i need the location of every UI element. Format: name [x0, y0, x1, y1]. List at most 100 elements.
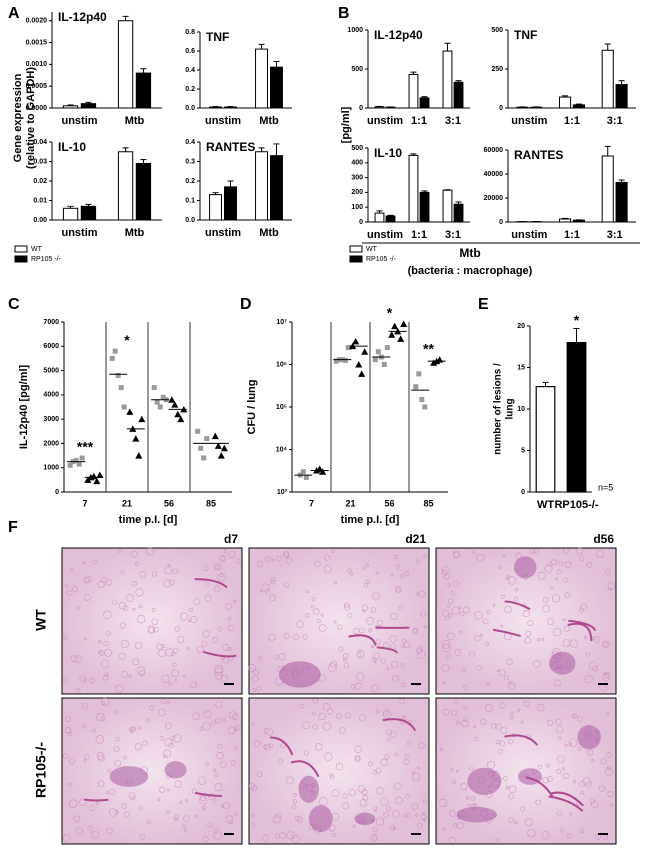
alveolus	[95, 801, 100, 806]
alveolus	[174, 817, 178, 822]
alveolus	[293, 634, 300, 640]
alveolus	[536, 703, 545, 712]
alveolus	[535, 799, 542, 806]
bar	[535, 385, 556, 493]
alveolus	[390, 612, 398, 621]
histology-image	[248, 547, 430, 695]
airway	[567, 622, 593, 642]
x-axis-label: time p.I. [d]	[119, 514, 178, 526]
y-tick-label: 5	[521, 447, 525, 454]
alveolus	[106, 827, 113, 834]
bar	[559, 96, 572, 109]
alveolus	[269, 594, 276, 601]
alveolus	[474, 736, 479, 742]
alveolus	[372, 770, 378, 775]
alveolus	[220, 556, 226, 562]
alveolus	[202, 630, 210, 638]
alveolus	[523, 700, 530, 707]
alveolus	[124, 811, 130, 818]
bar	[453, 203, 464, 223]
alveolus	[268, 743, 274, 749]
alveolus	[372, 592, 380, 601]
error-bar	[122, 15, 129, 21]
alveolus	[230, 759, 236, 766]
alveolus	[219, 555, 226, 562]
alveolus	[331, 789, 340, 798]
x-tick-label: 56	[164, 498, 174, 508]
point	[342, 357, 348, 363]
alveolus	[403, 814, 407, 818]
alveolus	[456, 720, 460, 725]
alveolus	[473, 803, 476, 807]
alveolus	[606, 712, 610, 715]
alveolus	[347, 612, 353, 618]
alveolus	[592, 636, 597, 641]
tissue-background	[248, 547, 430, 695]
y-tick-label: 0	[499, 219, 503, 226]
alveolus	[584, 675, 593, 684]
x-tick-label: unstim	[511, 229, 547, 241]
point	[375, 349, 381, 355]
alveolus	[449, 836, 456, 844]
alveolus	[415, 813, 419, 817]
error-bar	[562, 217, 569, 219]
alveolus	[420, 813, 428, 821]
point	[177, 415, 185, 423]
x-tick-label: 3:1	[445, 115, 461, 127]
alveolus	[130, 550, 138, 558]
alveolus	[201, 640, 208, 647]
bar	[223, 186, 237, 221]
alveolus	[386, 729, 393, 736]
alveolus	[382, 709, 389, 716]
alveolus	[452, 780, 457, 785]
alveolus	[517, 708, 521, 712]
alveolus	[332, 813, 340, 821]
alveolus	[134, 561, 139, 566]
alveolus	[390, 731, 397, 738]
x-tick-label: Mtb	[259, 227, 279, 239]
alveolus	[541, 831, 550, 840]
y-axis-label: CFU / lung	[246, 380, 258, 435]
error-bar	[212, 192, 219, 195]
alveolus	[607, 790, 614, 798]
alveolus	[469, 766, 474, 771]
alveolus	[452, 823, 458, 828]
alveolus	[225, 815, 234, 824]
alveolus	[82, 724, 87, 729]
point	[67, 462, 73, 468]
alveolus	[500, 727, 508, 735]
alveolus	[550, 586, 554, 590]
error-bar	[618, 179, 625, 183]
alveolus	[62, 677, 68, 683]
alveolus	[312, 711, 317, 716]
tissue-background	[61, 697, 243, 845]
error-bar	[573, 327, 580, 343]
alveolus	[105, 579, 112, 586]
y-axis-label: lung	[505, 398, 516, 419]
alveolus	[146, 819, 151, 824]
alveolus	[462, 685, 469, 691]
bar	[559, 218, 572, 223]
airway	[376, 646, 398, 654]
alveolus	[159, 736, 165, 741]
alveolus	[161, 644, 166, 649]
alveolus	[396, 564, 401, 569]
alveolus	[171, 735, 176, 741]
lesion	[514, 556, 537, 579]
alveolus	[579, 781, 586, 788]
alveolus	[264, 727, 273, 736]
alveolus	[65, 715, 72, 722]
x-tick-label: WT	[537, 499, 554, 511]
alveolus	[66, 589, 73, 596]
alveolus	[461, 668, 466, 673]
alveolus	[263, 728, 269, 734]
alveolus	[248, 664, 257, 672]
alveolus	[520, 806, 526, 812]
alveolus	[228, 550, 236, 559]
alveolus	[221, 717, 227, 723]
alveolus	[363, 583, 368, 588]
alveolus	[498, 565, 503, 569]
alveolus	[232, 713, 239, 720]
alveolus	[163, 754, 168, 758]
alveolus	[285, 557, 293, 564]
